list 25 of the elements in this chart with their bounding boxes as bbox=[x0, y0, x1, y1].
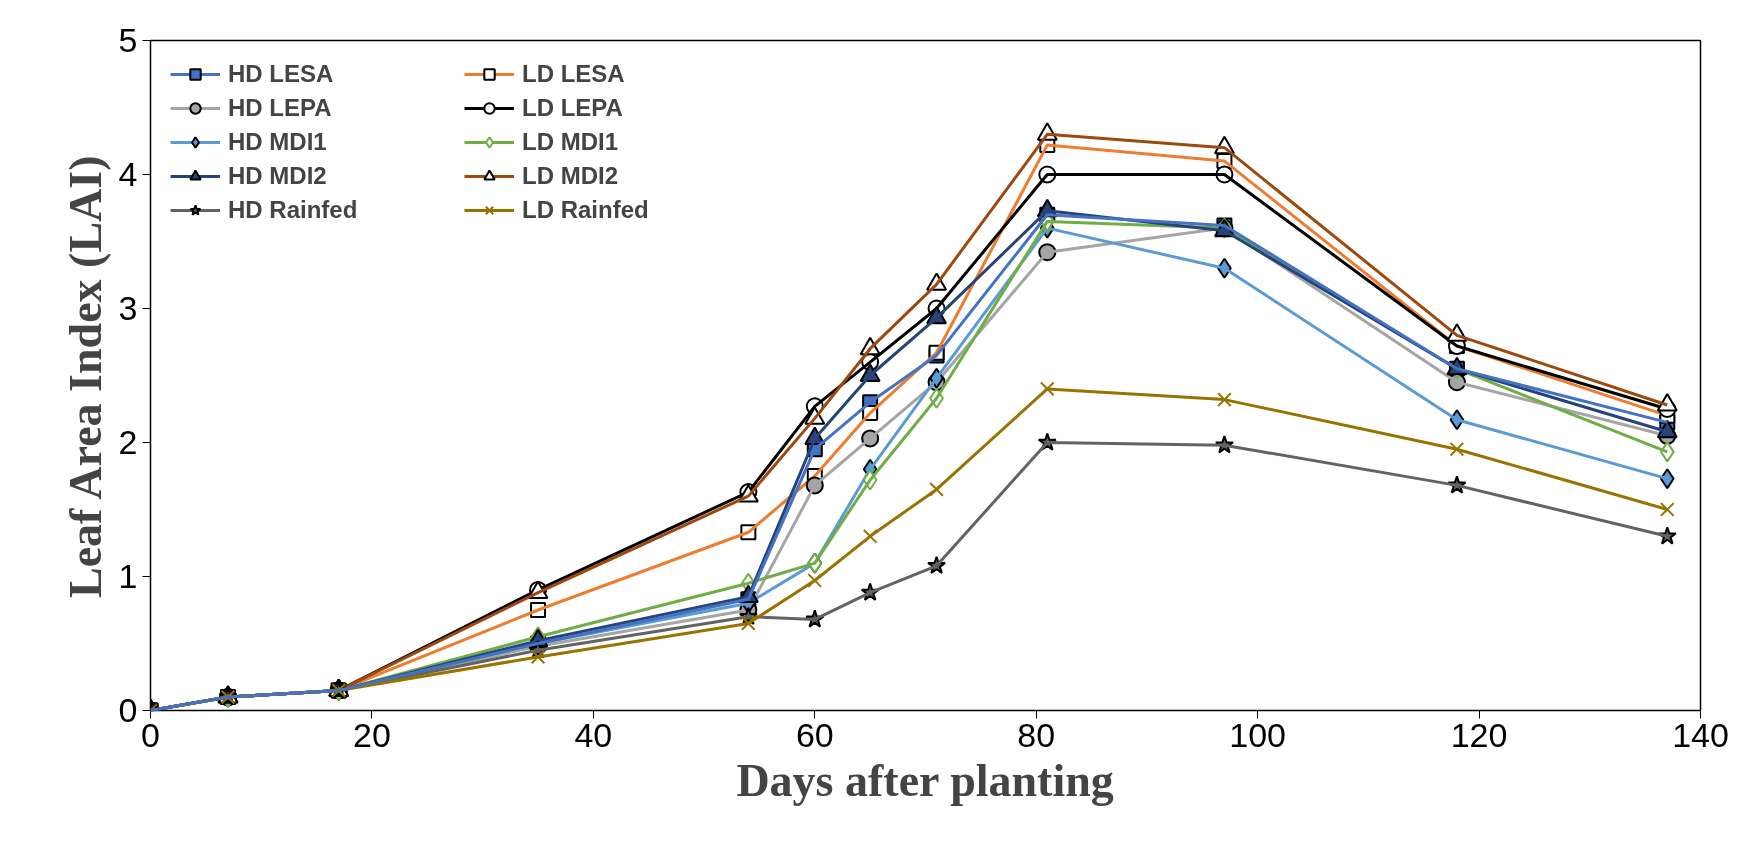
x-tick-label: 100 bbox=[1229, 715, 1287, 754]
y-tick-label: 5 bbox=[118, 21, 138, 59]
legend-label: LD MDI2 bbox=[522, 162, 619, 190]
legend-label: HD MDI1 bbox=[228, 128, 328, 156]
legend-label: LD LEPA bbox=[522, 94, 624, 122]
x-tick-label: 60 bbox=[795, 715, 834, 754]
legend-label: HD Rainfed bbox=[228, 196, 359, 224]
y-axis-title: Leaf Area Index (LAI) bbox=[59, 155, 111, 599]
x-tick-label: 140 bbox=[1672, 715, 1729, 754]
legend-label: HD LEPA bbox=[228, 94, 333, 122]
x-tick-label: 80 bbox=[1017, 715, 1056, 754]
y-tick-label: 3 bbox=[118, 289, 138, 327]
x-tick-label: 120 bbox=[1450, 715, 1508, 754]
y-tick-label: 1 bbox=[118, 557, 138, 595]
y-tick-label: 2 bbox=[118, 423, 138, 461]
legend-label: LD Rainfed bbox=[522, 196, 650, 224]
legend-label: HD LESA bbox=[228, 60, 335, 88]
x-tick-label: 20 bbox=[353, 715, 391, 754]
x-tick-label: 40 bbox=[574, 715, 613, 754]
legend-label: HD MDI2 bbox=[228, 162, 328, 190]
y-tick-label: 0 bbox=[118, 691, 138, 729]
y-tick-label: 4 bbox=[118, 155, 138, 193]
legend-label: LD LESA bbox=[522, 60, 626, 88]
x-axis-title: Days after planting bbox=[736, 754, 1114, 806]
legend-label: LD MDI1 bbox=[522, 128, 619, 156]
